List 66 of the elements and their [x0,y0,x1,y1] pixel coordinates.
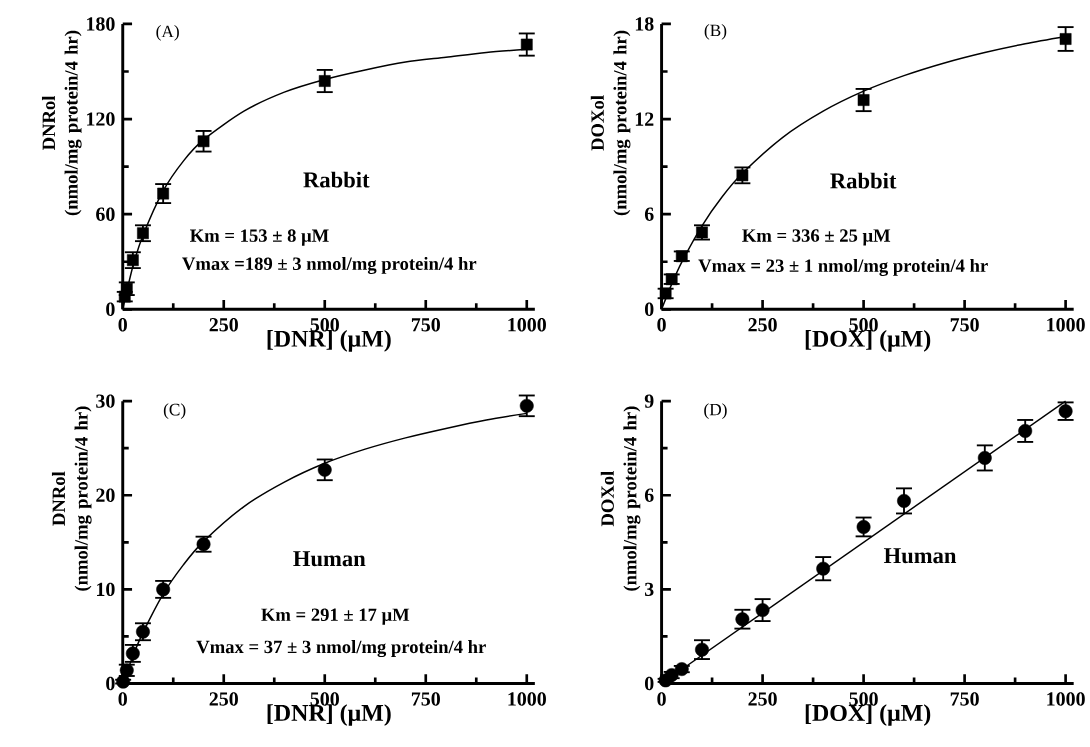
annotation: Rabbit [303,171,370,188]
x-tick-label: 250 [748,317,777,332]
annotation: Vmax = 23 ± 1 nmol/mg protein/4 hr [698,258,988,276]
annotation: Km = 336 ± 25 μM [742,229,891,246]
x-tick-label: 750 [411,317,440,332]
x-tick-label: 250 [209,692,238,706]
annotation: (A) [156,24,179,41]
x-tick-label: 0 [657,692,666,706]
y-axis-title: DOXol (nmol/mg protein/4 hr) [590,30,631,215]
x-tick-label: 750 [411,692,440,706]
point [1059,32,1072,45]
y-axis-title: DNRol (nmol/mg protein/4 hr) [41,30,82,215]
point [816,561,831,576]
point [856,519,871,534]
point [520,38,533,51]
x-tick-label: 0 [657,317,666,332]
x-tick-label: 750 [950,692,979,706]
y-tick-label: 30 [96,394,115,408]
annotation: Vmax = 37 ± 3 nmol/mg protein/4 hr [196,639,486,657]
y-tick-label: 0 [644,676,654,691]
y-tick-label: 9 [644,394,654,408]
point [157,187,169,200]
y-tick-label: 120 [87,112,115,126]
x-tick-label: 1000 [1047,317,1085,332]
y-tick-label: 0 [106,676,115,691]
point [755,602,770,617]
y-tick-label: 0 [106,302,115,316]
annotation: Rabbit [830,172,897,189]
point [735,612,750,626]
point [317,462,332,477]
annotation: Vmax =189 ± 3 nmol/mg protein/4 hr [182,256,477,274]
y-tick-label: 10 [97,582,115,596]
y-tick-label: 12 [635,112,654,126]
x-tick-label: 250 [209,317,238,332]
y-tick-label: 180 [87,17,115,31]
y-tick-label: 60 [96,207,115,221]
annotation: Human [293,551,366,567]
point [318,74,331,87]
x-tick-label: 750 [950,317,979,332]
x-tick-label: 1000 [1047,692,1085,706]
x-tick-label: 0 [118,692,127,706]
point [519,398,534,413]
y-tick-label: 0 [644,302,654,316]
point [197,135,210,147]
y-tick-label: 20 [96,488,115,502]
annotation: Human [883,548,957,564]
x-tick-label: 0 [118,317,127,332]
annotation: (B) [704,23,727,40]
annotation: (D) [704,403,727,419]
point [857,93,870,106]
y-tick-label: 3 [644,582,654,596]
annotation: Km = 291 ± 17 μM [261,608,410,625]
y-tick-label: 18 [635,17,654,31]
x-tick-label: 1000 [508,692,546,706]
annotation: Km = 153 ± 8 μM [190,229,329,246]
y-axis-title: DOXol (nmol/mg protein/4 hr) [600,406,641,591]
y-axis-title: DNRol (nmol/mg protein/4 hr) [51,406,92,591]
x-tick-label: 250 [748,692,777,706]
y-tick-label: 6 [644,488,654,502]
point [116,674,131,689]
x-tick-label: 1000 [508,317,546,332]
annotation: (C) [163,403,186,419]
point [977,450,992,465]
point [1018,423,1033,438]
y-tick-label: 6 [644,207,654,221]
point [897,493,911,508]
